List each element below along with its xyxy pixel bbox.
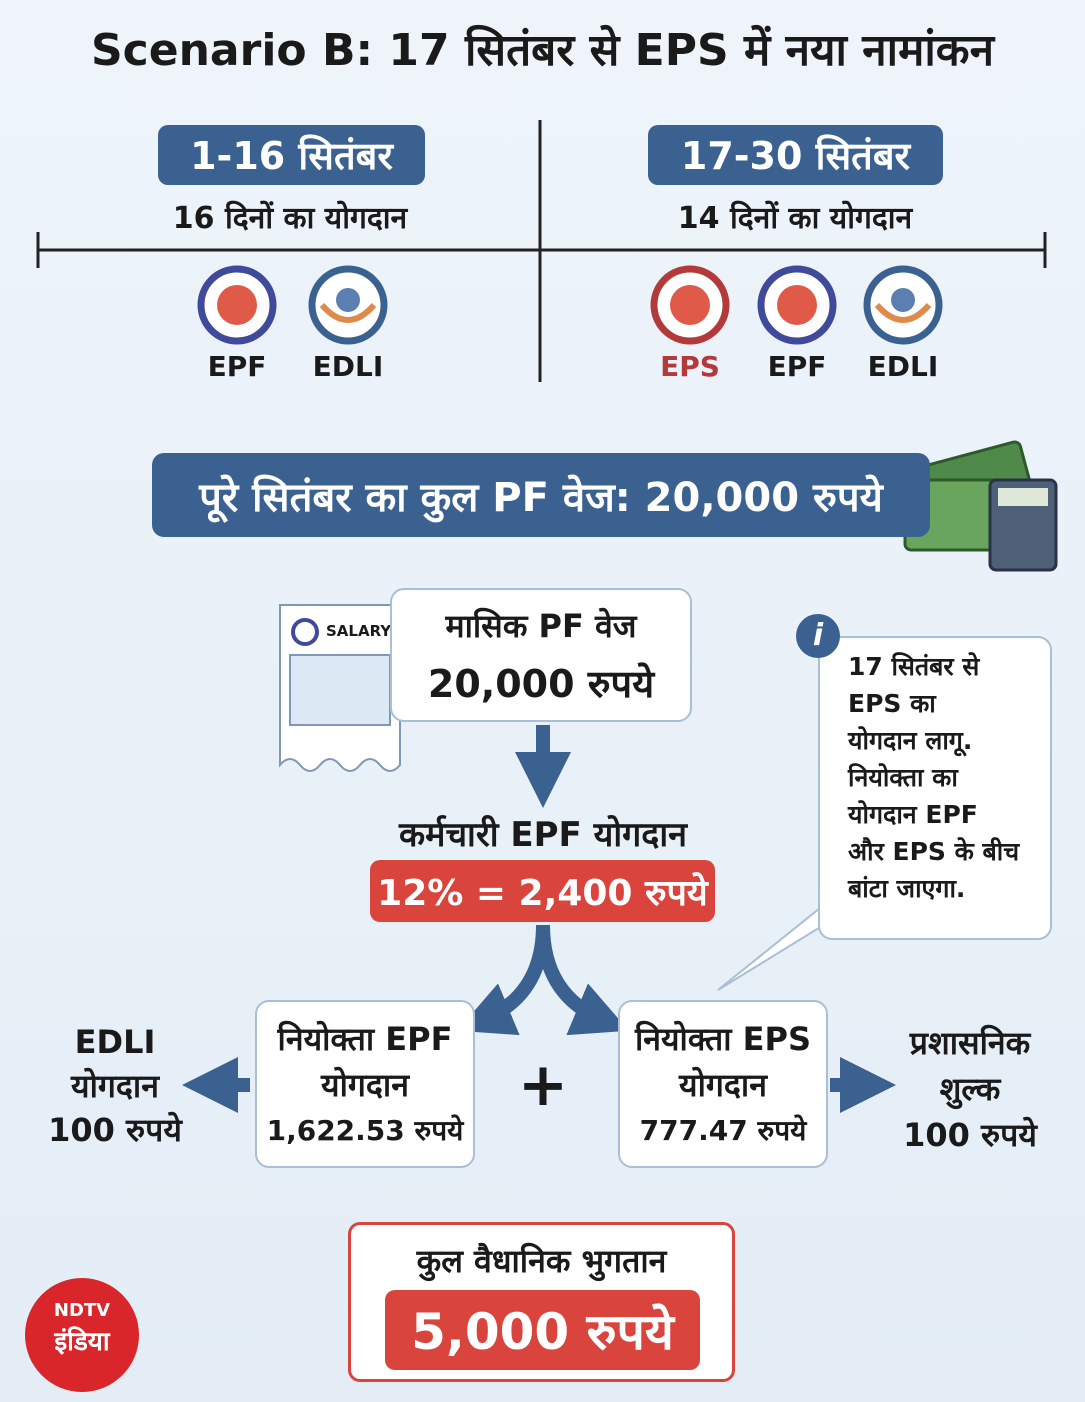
- text: EDLI: [74, 1023, 156, 1061]
- info-box: 17 सितंबर से EPS का योगदान लागू. नियोक्त…: [818, 636, 1052, 940]
- period-subtitle: 14 दिनों का योगदान: [677, 201, 913, 236]
- monthly-wage-label: मासिक PF वेज: [445, 607, 637, 645]
- employer-eps: नियोक्ता EPS योगदान 777.47 रुपये: [618, 1000, 828, 1168]
- scheme-label: EDLI: [867, 350, 939, 383]
- period-label: 1-16 सितंबर: [158, 125, 425, 185]
- title: Scenario B: 17 सितंबर से EPS में नया नाम…: [90, 25, 994, 76]
- total-amount: 5,000 रुपये: [385, 1290, 700, 1370]
- edli: EDLI योगदान 100 रुपये: [20, 1020, 210, 1152]
- text: प्रशासनिक: [909, 1024, 1031, 1062]
- info-line: और EPS के बीच: [848, 837, 1020, 866]
- logo-bottom: इंडिया: [54, 1327, 110, 1357]
- text: 1,622.53 रुपये: [266, 1114, 464, 1147]
- total-label: कुल वैधानिक भुगतान: [416, 1242, 667, 1280]
- info-line: नियोक्ता का: [848, 763, 958, 792]
- period-label: 17-30 सितंबर: [648, 125, 943, 185]
- scheme-label: EDLI: [312, 350, 384, 383]
- text: योगदान: [321, 1066, 409, 1104]
- text: शुल्क: [939, 1070, 1001, 1108]
- text: नियोक्ता EPF: [277, 1020, 453, 1058]
- text: 777.47 रुपये: [639, 1114, 807, 1147]
- text: योगदान: [71, 1067, 159, 1105]
- salary-slip: SALARY: [326, 622, 392, 640]
- text: नियोक्ता EPS: [634, 1020, 812, 1058]
- info-icon: i: [796, 614, 840, 658]
- employee-label: कर्मचारी EPF योगदान: [399, 815, 687, 855]
- info-line: योगदान EPF: [848, 800, 978, 829]
- plus: +: [517, 1050, 569, 1120]
- info-line: EPS का: [848, 689, 936, 718]
- text: 100 रुपये: [903, 1116, 1037, 1154]
- wage-banner: पूरे सितंबर का कुल PF वेज: 20,000 रुपये: [152, 453, 930, 537]
- employer-epf: नियोक्ता EPF योगदान 1,622.53 रुपये: [255, 1000, 475, 1168]
- monthly-wage: मासिक PF वेज 20,000 रुपये: [390, 588, 692, 722]
- monthly-wage-amount: 20,000 रुपये: [427, 662, 655, 706]
- text: योगदान: [679, 1066, 767, 1104]
- period-subtitle: 16 दिनों का योगदान: [172, 201, 408, 236]
- info-line: बांटा जाएगा.: [848, 874, 966, 903]
- scheme-label: EPS: [660, 350, 720, 383]
- admin: प्रशासनिक शुल्क 100 रुपये: [870, 1020, 1070, 1158]
- info-line: योगदान लागू.: [848, 726, 973, 755]
- info-line: 17 सितंबर से: [848, 652, 980, 681]
- text: 100 रुपये: [48, 1111, 182, 1149]
- scheme-label: EPF: [767, 350, 827, 383]
- employee-amount: 12% = 2,400 रुपये: [370, 860, 715, 922]
- logo-top: NDTV: [53, 1300, 111, 1321]
- scheme-label: EPF: [207, 350, 267, 383]
